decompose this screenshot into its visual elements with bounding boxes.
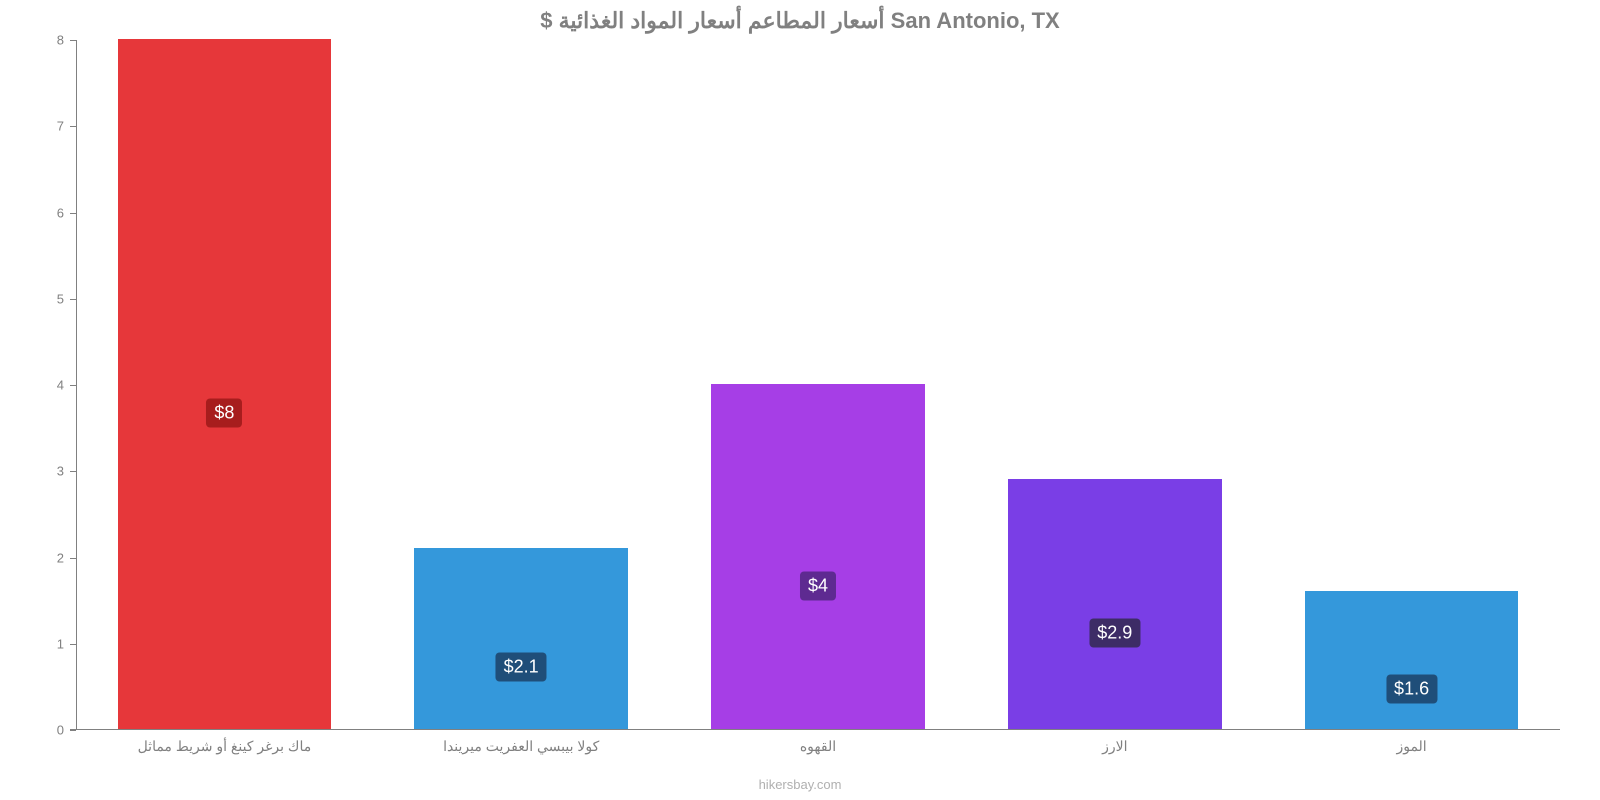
chart-container: San Antonio, TX أسعار المطاعم أسعار المو… xyxy=(0,0,1600,800)
x-axis-label: ماك برغر كينغ أو شريط مماثل xyxy=(138,738,312,755)
plot-area: 012345678 $8ماك برغر كينغ أو شريط مماثل$… xyxy=(40,40,1560,730)
chart-title: San Antonio, TX أسعار المطاعم أسعار المو… xyxy=(0,8,1600,34)
bar-slot: $1.6الموز xyxy=(1263,40,1560,730)
bar-value-label: $2.9 xyxy=(1089,618,1140,647)
y-tick-mark xyxy=(70,730,76,731)
bar-slot: $2.1كولا بيبسي العفريت ميريندا xyxy=(373,40,670,730)
x-axis-label: الارز xyxy=(1102,738,1127,755)
x-axis-label: القهوه xyxy=(800,738,836,755)
y-tick-label: 7 xyxy=(57,119,64,134)
y-tick-label: 2 xyxy=(57,550,64,565)
bar-slot: $8ماك برغر كينغ أو شريط مماثل xyxy=(76,40,373,730)
y-tick-label: 3 xyxy=(57,464,64,479)
bar-value-label: $2.1 xyxy=(496,653,547,682)
x-axis-label: كولا بيبسي العفريت ميريندا xyxy=(443,738,599,755)
y-tick-label: 6 xyxy=(57,205,64,220)
bar: $2.1 xyxy=(414,548,628,729)
bar: $4 xyxy=(711,384,925,729)
x-axis-label: الموز xyxy=(1396,738,1426,755)
bar: $2.9 xyxy=(1008,479,1222,729)
y-tick-label: 8 xyxy=(57,33,64,48)
bar: $8 xyxy=(118,39,332,729)
watermark: hikersbay.com xyxy=(0,777,1600,792)
bars-region: $8ماك برغر كينغ أو شريط مماثل$2.1كولا بي… xyxy=(76,40,1560,730)
y-axis: 012345678 xyxy=(40,40,70,730)
y-tick-label: 5 xyxy=(57,291,64,306)
bar-value-label: $1.6 xyxy=(1386,675,1437,704)
y-tick-label: 0 xyxy=(57,723,64,738)
bar: $1.6 xyxy=(1305,591,1519,729)
bar-value-label: $8 xyxy=(206,399,242,428)
y-tick-label: 4 xyxy=(57,378,64,393)
y-tick-label: 1 xyxy=(57,636,64,651)
bar-slot: $4القهوه xyxy=(670,40,967,730)
bar-value-label: $4 xyxy=(800,571,836,600)
bar-slot: $2.9الارز xyxy=(966,40,1263,730)
